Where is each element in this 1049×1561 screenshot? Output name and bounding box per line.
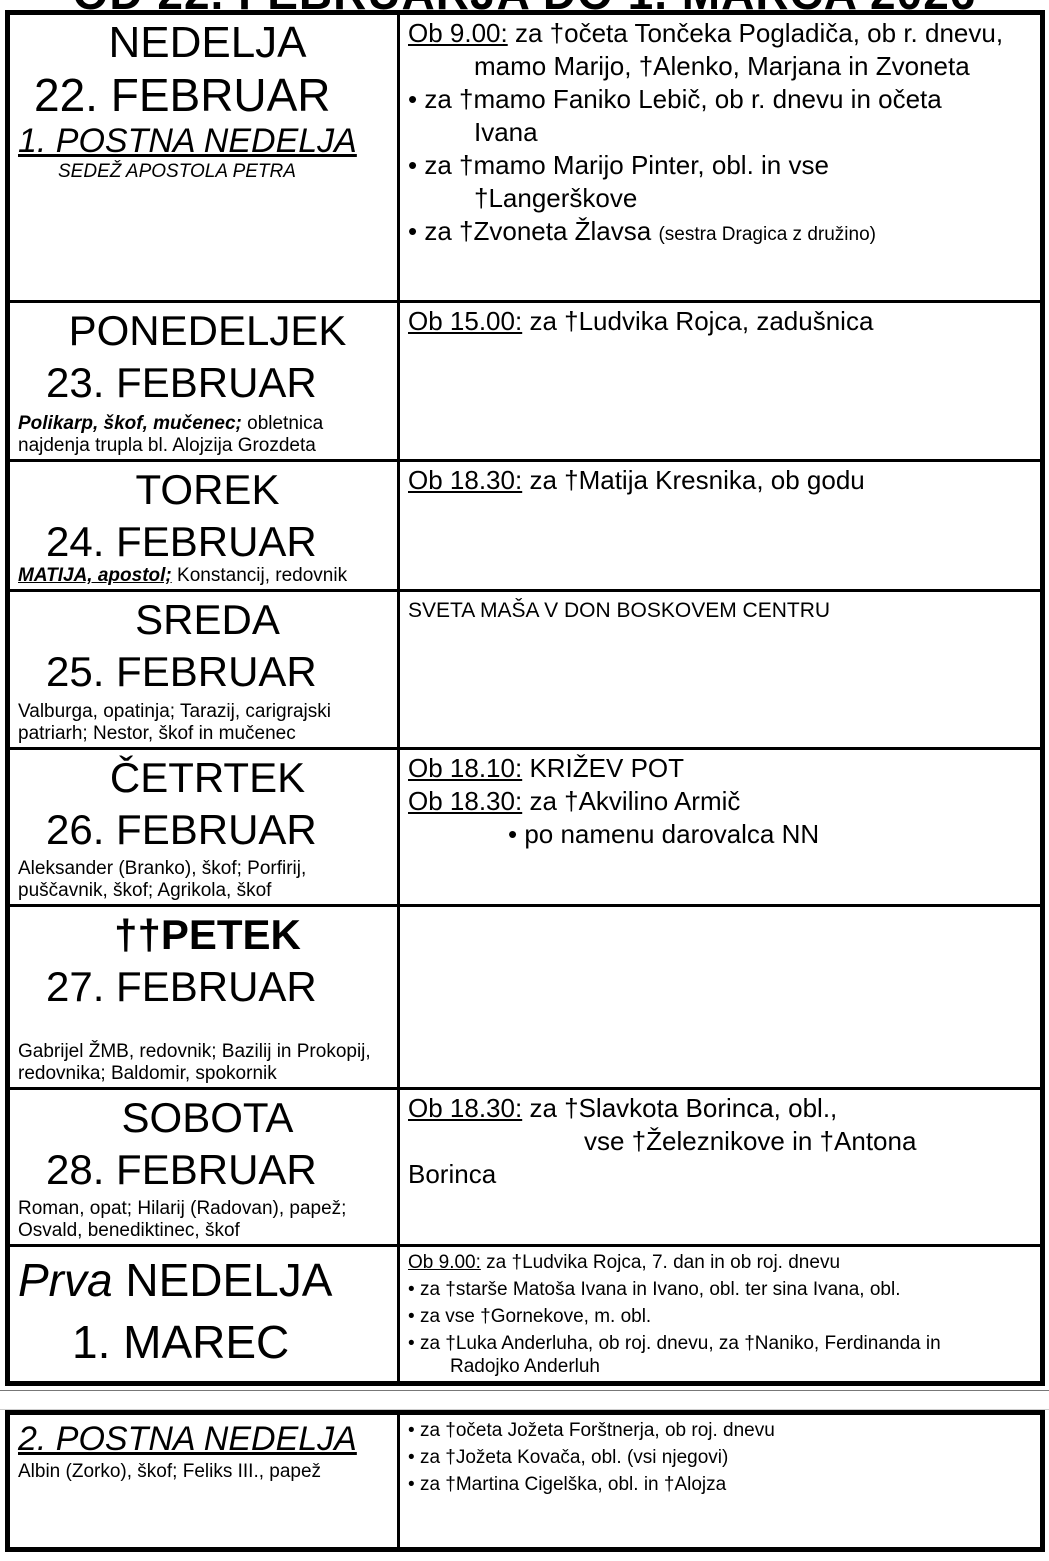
- row-thursday: ČETRTEK 26. FEBRUAR Aleksander (Branko),…: [10, 750, 1040, 907]
- intention: po namenu darovalca NN: [408, 818, 1032, 851]
- saint: Valburga, opatinja; Tarazij, carigrajski…: [18, 701, 331, 744]
- saint: Aleksander (Branko), škof; Porfirij, puš…: [18, 858, 307, 901]
- intention: za †Martina Cigelška, obl. in †Alojza: [408, 1471, 1032, 1498]
- date: 27. FEBRUAR: [46, 963, 317, 1010]
- saint: Albin (Zorko), škof; Feliks III., papež: [18, 1461, 322, 1482]
- intention: za †očeta Jožeta Forštnerja, ob roj. dne…: [408, 1417, 1032, 1444]
- date: 24. FEBRUAR: [46, 518, 317, 565]
- intention: Borinca: [408, 1159, 497, 1189]
- feast: 1. POSTNA NEDELJA: [18, 122, 357, 160]
- day-name: NEDELJA: [108, 18, 307, 67]
- row-sunday-1: Prva NEDELJA 1. MAREC Ob 9.00: za †Ludvi…: [10, 1247, 1040, 1381]
- date: 25. FEBRUAR: [46, 648, 317, 695]
- mass-time: Ob 15.00:: [408, 306, 523, 336]
- mass-time: Ob 9.00:: [408, 1252, 481, 1273]
- feast: 2. POSTNA NEDELJA: [18, 1420, 357, 1458]
- date: 23. FEBRUAR: [46, 359, 317, 406]
- row-monday: PONEDELJEK 23. FEBRUAR Polikarp, škof, m…: [10, 303, 1040, 462]
- row-friday: ††PETEK 27. FEBRUAR Gabrijel ŽMB, redovn…: [10, 907, 1040, 1090]
- intention: za †očeta Tončeka Pogladiča, ob r. dnevu…: [514, 18, 1004, 48]
- saint-other: obletnica najdenja trupla bl. Alojzija G…: [18, 413, 324, 456]
- saint: Polikarp, škof, mučenec; obletnica najde…: [18, 413, 393, 457]
- mass-time: Ob 9.00:: [408, 18, 508, 48]
- day-name: SOBOTA: [121, 1094, 294, 1141]
- intention: za †Luka Anderluha, ob roj. dnevu, za †N…: [408, 1330, 1032, 1357]
- intention: vse †Železnikove in †Antona: [584, 1126, 917, 1156]
- row-wednesday: SREDA 25. FEBRUAR Valburga, opatinja; Ta…: [10, 592, 1040, 750]
- date: 28. FEBRUAR: [46, 1146, 317, 1193]
- intention: za †starše Matoša Ivana in Ivano, obl. t…: [408, 1276, 1032, 1303]
- intention: za †mamo Faniko Lebič, ob r. dnevu in oč…: [408, 83, 1032, 116]
- intention: mamo Marijo, †Alenko, Marjana in Zvoneta: [474, 51, 970, 81]
- day-name: PONEDELJEK: [68, 307, 347, 354]
- intention: za †Matija Kresnika, ob godu: [529, 465, 865, 495]
- saint: SEDEŽ APOSTOLA PETRA: [58, 161, 296, 182]
- row-tuesday: TOREK 24. FEBRUAR MATIJA, apostol; Konst…: [10, 462, 1040, 592]
- day-label: NEDELJA: [112, 1254, 333, 1306]
- mass-time: Ob 18.30:: [408, 786, 523, 816]
- page-break: [0, 1390, 1049, 1410]
- mass-time: Ob 18.30:: [408, 465, 523, 495]
- intention: Radojko Anderluh: [450, 1356, 600, 1377]
- row-saturday: SOBOTA 28. FEBRUAR Roman, opat; Hilarij …: [10, 1090, 1040, 1247]
- row-sunday-22: NEDELJA 22. FEBRUAR 1. POSTNA NEDELJA SE…: [10, 15, 1040, 303]
- date: 1. MAREC: [72, 1316, 290, 1368]
- date: 22. FEBRUAR: [34, 69, 331, 121]
- saint-main: Polikarp, škof, mučenec;: [18, 413, 242, 434]
- intention: za †mamo Marijo Pinter, obl. in vse: [408, 149, 1032, 182]
- day-name: ČETRTEK: [109, 754, 306, 801]
- day-name: SREDA: [135, 596, 280, 643]
- next-week-table: 2. POSTNA NEDELJA Albin (Zorko), škof; F…: [5, 1410, 1045, 1552]
- intention: SVETA MAŠA V DON BOSKOVEM CENTRU: [408, 599, 831, 622]
- day-name: ††PETEK: [114, 911, 301, 958]
- intention: KRIŽEV POT: [529, 753, 685, 783]
- mass-time: Ob 18.30:: [408, 1093, 523, 1123]
- saint-main: MATIJA, apostol;: [18, 565, 172, 586]
- date: 26. FEBRUAR: [46, 806, 317, 853]
- row-next-sunday: 2. POSTNA NEDELJA Albin (Zorko), škof; F…: [10, 1415, 1040, 1547]
- saint: Roman, opat; Hilarij (Radovan), papež; O…: [18, 1198, 347, 1241]
- intention: za †Slavkota Borinca, obl.,: [529, 1093, 838, 1123]
- schedule-table: NEDELJA 22. FEBRUAR 1. POSTNA NEDELJA SE…: [5, 10, 1045, 1386]
- intention: Ivana: [474, 117, 538, 147]
- mass-time: Ob 18.10:: [408, 753, 523, 783]
- intention: za †Akvilino Armič: [529, 786, 741, 816]
- intention: za vse †Gornekove, m. obl.: [408, 1303, 1032, 1330]
- saint: MATIJA, apostol; Konstancij, redovnik: [18, 565, 393, 587]
- day-name: Prva NEDELJA: [18, 1249, 397, 1311]
- intention: za †Zvoneta Žlavsa: [408, 216, 651, 246]
- intention: za †Ludvika Rojca, 7. dan in ob roj. dne…: [486, 1252, 841, 1273]
- intention: †Langerškove: [474, 183, 638, 213]
- saint: Gabrijel ŽMB, redovnik; Bazilij in Proko…: [18, 1041, 371, 1084]
- day-name: TOREK: [135, 466, 280, 513]
- saint-other: Konstancij, redovnik: [171, 565, 348, 586]
- intention: za †Ludvika Rojca, zadušnica: [529, 306, 874, 336]
- note: (sestra Dragica z družino): [658, 224, 876, 245]
- intention: za †Jožeta Kovača, obl. (vsi njegovi): [408, 1444, 1032, 1471]
- day-prefix: Prva: [18, 1254, 113, 1306]
